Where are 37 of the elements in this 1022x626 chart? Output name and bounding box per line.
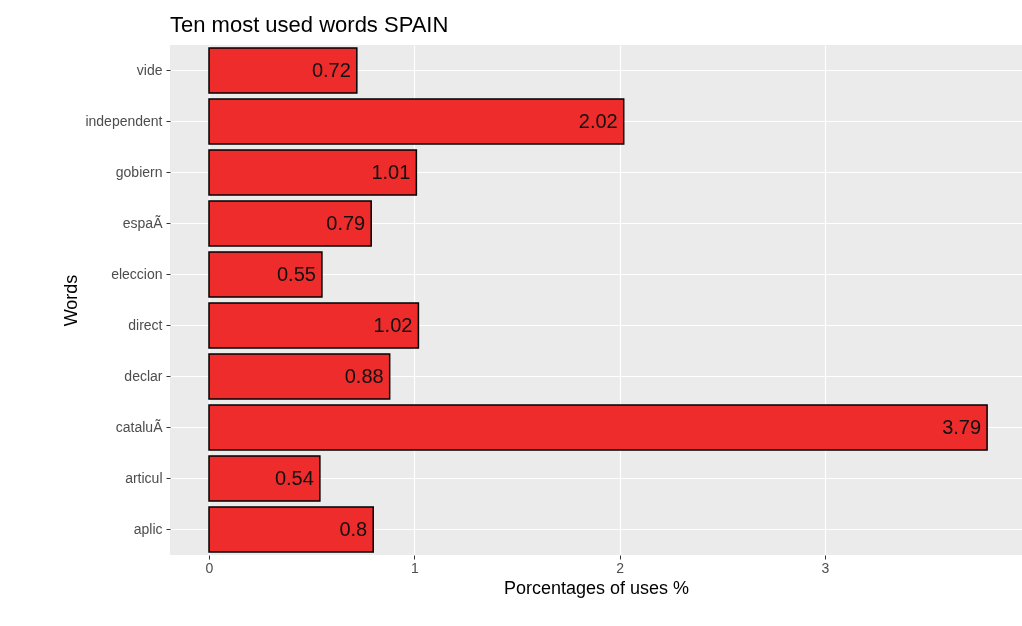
- data-label: 0.88: [344, 364, 384, 387]
- data-label: 3.79: [942, 415, 982, 438]
- y-axis-title: Words: [61, 274, 82, 327]
- y-tick-label: eleccion: [111, 265, 163, 282]
- bar: [208, 251, 323, 298]
- bar: [208, 302, 420, 349]
- x-tick-label: 1: [410, 559, 419, 576]
- bar: [208, 455, 321, 502]
- data-label: 0.79: [326, 211, 366, 234]
- data-label: 0.8: [339, 517, 368, 540]
- x-tick-label: 0: [205, 559, 214, 576]
- bar: [208, 506, 374, 553]
- x-tick-label: 3: [821, 559, 830, 576]
- y-tick-label: cataluÃ: [115, 418, 164, 435]
- y-tick-label: declar: [124, 367, 163, 384]
- bar: [208, 47, 358, 94]
- x-tick-label: 2: [616, 559, 625, 576]
- y-tick-label: gobiern: [115, 163, 163, 180]
- y-tick-label: direct: [128, 316, 163, 333]
- bar: [208, 149, 418, 196]
- bar: [208, 353, 391, 400]
- y-tick-label: independent: [85, 112, 163, 129]
- data-label: 0.72: [311, 58, 351, 81]
- y-tick-label: articul: [125, 469, 163, 486]
- data-label: 0.54: [274, 466, 314, 489]
- data-label: 0.55: [276, 262, 316, 285]
- bar: [208, 98, 625, 145]
- y-tick-label: espaÃ: [122, 214, 164, 231]
- data-label: 1.01: [371, 160, 411, 183]
- y-tick-label: aplic: [133, 520, 163, 537]
- bar: [208, 200, 372, 247]
- data-label: 1.02: [373, 313, 413, 336]
- chart-title: Ten most used words SPAIN: [170, 12, 449, 37]
- bar: [208, 404, 988, 451]
- y-tick-label: vide: [136, 61, 163, 78]
- data-label: 2.02: [578, 109, 618, 132]
- x-axis-title: Porcentages of uses %: [503, 577, 690, 598]
